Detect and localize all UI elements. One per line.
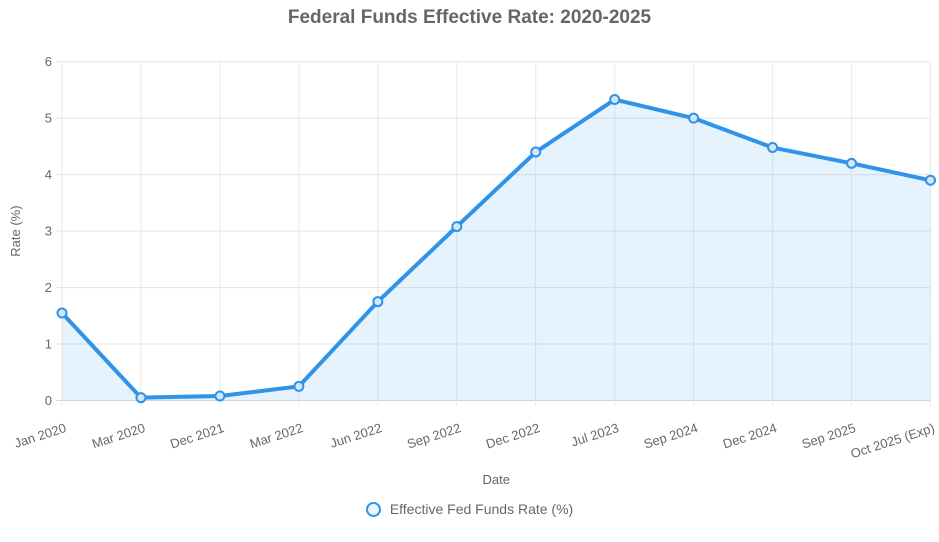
- legend-label: Effective Fed Funds Rate (%): [389, 501, 574, 517]
- data-point[interactable]: [530, 146, 542, 158]
- x-tick-label: Dec 2021: [168, 420, 226, 451]
- x-tick-label: Sep 2024: [642, 420, 700, 451]
- y-tick-label: 5: [45, 111, 52, 126]
- chart-title: Federal Funds Effective Rate: 2020-2025: [287, 7, 652, 28]
- y-tick-label: 0: [45, 393, 52, 408]
- line-path: [60, 97, 933, 400]
- x-tick-label: Jul 2023: [569, 420, 620, 449]
- x-tick-label: Sep 2022: [405, 420, 463, 451]
- data-point[interactable]: [767, 142, 779, 154]
- x-tick-label: Jun 2022: [328, 420, 384, 451]
- y-axis-title: Rate (%): [8, 205, 23, 256]
- x-tick-label: Oct 2025 (Exp): [849, 420, 937, 461]
- data-point[interactable]: [293, 380, 305, 392]
- x-tick-label: Dec 2024: [721, 420, 779, 451]
- legend[interactable]: Effective Fed Funds Rate (%): [0, 501, 939, 517]
- data-point[interactable]: [372, 296, 384, 308]
- y-tick-label: 2: [45, 280, 52, 295]
- fed-funds-rate-chart: 0 1 2 3 4 5 6 Jan 2020 Mar 2020 Dec 2021 Mar 2022 J…: [8, 54, 937, 487]
- y-tick-label: 6: [45, 54, 52, 69]
- data-point[interactable]: [609, 94, 621, 106]
- data-point[interactable]: [451, 221, 463, 233]
- data-point[interactable]: [925, 174, 936, 186]
- x-tick-label: Dec 2022: [484, 420, 542, 451]
- x-tick-label: Mar 2022: [248, 420, 305, 451]
- y-tick-label: 3: [45, 224, 52, 239]
- y-tick-label: 4: [45, 167, 52, 182]
- data-point[interactable]: [56, 307, 68, 319]
- data-point[interactable]: [688, 112, 700, 124]
- data-point[interactable]: [135, 392, 147, 404]
- x-axis-title: Date: [483, 472, 510, 487]
- y-tick-label: 1: [45, 337, 52, 352]
- data-point[interactable]: [214, 390, 226, 402]
- x-tick-label: Jan 2020: [12, 420, 68, 451]
- area-fill: [62, 99, 931, 401]
- legend-point-icon: [365, 501, 381, 517]
- x-tick-label: Mar 2020: [90, 420, 147, 451]
- data-point[interactable]: [846, 157, 858, 169]
